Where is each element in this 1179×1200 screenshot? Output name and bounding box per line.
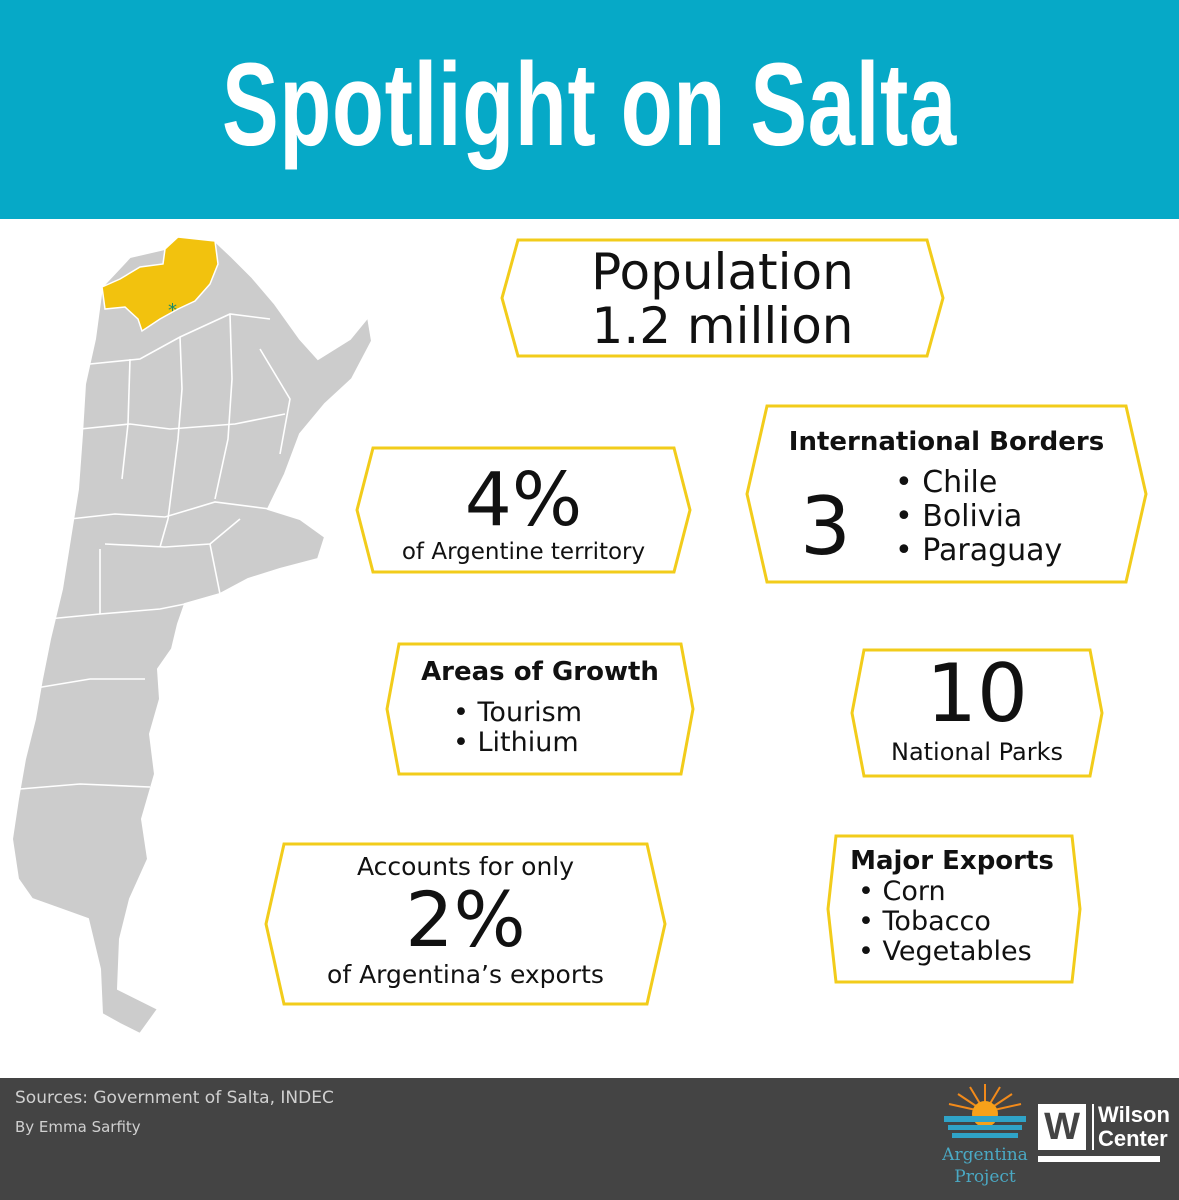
salta-province-highlight: [101, 236, 219, 333]
territory-box: 4% of Argentine territory: [355, 446, 692, 574]
list-item: • Tourism: [453, 697, 583, 728]
argentina-project-line2: Project: [954, 1167, 1016, 1187]
parks-frame: [850, 648, 1104, 778]
list-item: • Tobacco: [858, 906, 991, 937]
wilson-center-logo-text: Wilson Center: [1098, 1103, 1170, 1151]
sources-text: Sources: Government of Salta, INDEC: [15, 1088, 334, 1108]
wilson-line1: Wilson: [1098, 1102, 1170, 1127]
population-frame: [500, 238, 945, 358]
parks-value: 10: [926, 647, 1028, 740]
growth-box: Areas of Growth • Tourism • Lithium: [385, 642, 695, 776]
population-value: 1.2 million: [591, 297, 854, 355]
province-borders: [19, 313, 291, 790]
list-item: • Bolivia: [895, 499, 1023, 534]
capital-asterisk-icon: *: [168, 300, 177, 321]
wilson-divider: [1092, 1104, 1094, 1150]
major-exports-title: Major Exports: [850, 846, 1054, 876]
territory-frame: [355, 446, 692, 574]
list-item: • Lithium: [453, 727, 579, 758]
exports-share-box: Accounts for only 2% of Argentina’s expo…: [264, 842, 667, 1006]
wilson-center-logo-icon: W: [1038, 1104, 1086, 1150]
borders-country-list: • Chile • Bolivia • Paraguay: [895, 466, 1062, 568]
argentina-map-svg: *: [10, 235, 374, 1036]
borders-count: 3: [800, 480, 851, 573]
argentina-project-logo-text: Argentina Project: [915, 1144, 1055, 1188]
parks-box: 10 National Parks: [850, 648, 1104, 778]
argentina-outline: [10, 235, 374, 1036]
footer: Sources: Government of Salta, INDEC By E…: [0, 1078, 1179, 1200]
exports-share-intro: Accounts for only: [356, 852, 575, 881]
argentina-project-sun-logo-icon: [944, 1084, 1026, 1138]
growth-frame: [385, 642, 695, 776]
major-exports-frame: [826, 834, 1082, 984]
argentina-project-line1: Argentina: [942, 1145, 1028, 1165]
argentina-map: *: [0, 219, 420, 1079]
list-item: • Paraguay: [895, 533, 1063, 568]
borders-title: International Borders: [788, 427, 1105, 457]
population-box: Population 1.2 million: [500, 238, 945, 358]
borders-frame: [745, 404, 1148, 584]
growth-list: • Tourism • Lithium: [453, 698, 582, 758]
wilson-line2: Center: [1098, 1126, 1168, 1151]
territory-value: 4%: [464, 457, 583, 543]
exports-share-value: 2%: [405, 875, 526, 964]
parks-caption: National Parks: [890, 738, 1063, 766]
page-title: Spotlight on Salta: [221, 39, 958, 171]
major-exports-box: Major Exports • Corn • Tobacco • Vegetab…: [826, 834, 1082, 984]
list-item: • Corn: [858, 876, 946, 907]
wilson-underline: [1038, 1156, 1160, 1162]
wilson-mark: W: [1044, 1106, 1080, 1148]
borders-box: International Borders 3 • Chile • Bolivi…: [745, 404, 1148, 584]
list-item: • Chile: [895, 465, 998, 500]
population-label: Population: [591, 243, 854, 301]
territory-caption: of Argentine territory: [401, 539, 646, 565]
growth-title: Areas of Growth: [421, 657, 659, 687]
list-item: • Vegetables: [858, 936, 1032, 967]
byline-text: By Emma Sarfity: [15, 1118, 141, 1136]
exports-share-caption: of Argentina’s exports: [327, 960, 604, 989]
exports-share-frame: [264, 842, 667, 1006]
header-banner: Spotlight on Salta: [0, 0, 1179, 219]
major-exports-list: • Corn • Tobacco • Vegetables: [858, 877, 1032, 967]
